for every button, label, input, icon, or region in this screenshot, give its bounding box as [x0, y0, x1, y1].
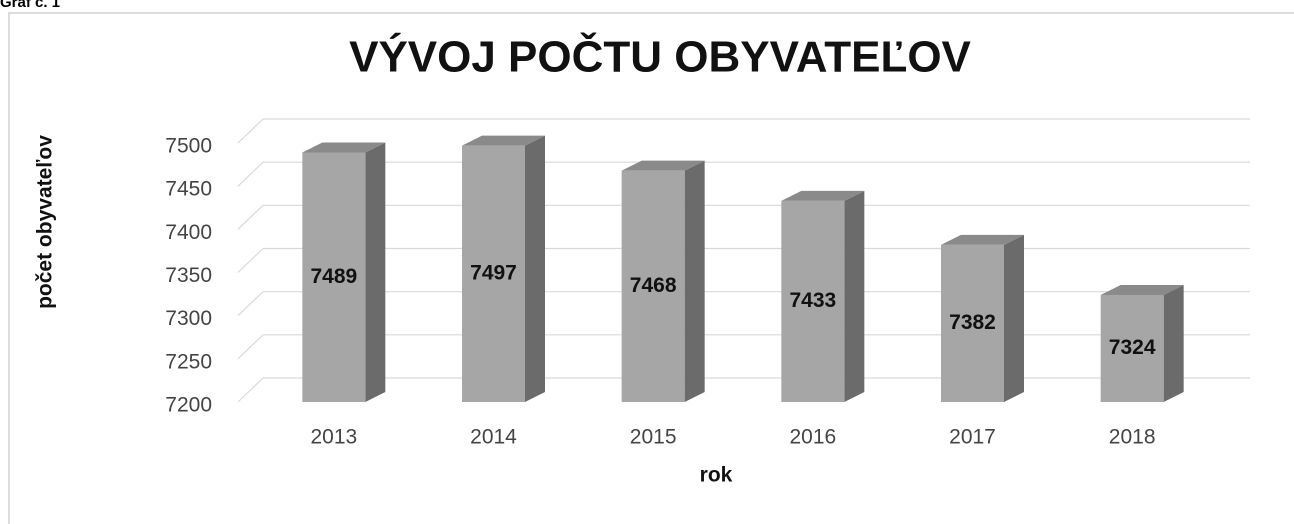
chart-title: VÝVOJ POČTU OBYVATEĽOV [349, 31, 971, 82]
bar [781, 200, 845, 402]
grid-line-side [237, 377, 264, 403]
bar-side [1163, 284, 1184, 402]
y-tick-label: 7450 [165, 178, 212, 201]
grid-line-side [237, 118, 264, 144]
x-tick-label: 2015 [630, 426, 677, 449]
bar-top [1100, 284, 1184, 295]
bar [1100, 294, 1164, 402]
caption: Graf č. 1 [0, 0, 60, 11]
bar-side [684, 160, 705, 402]
y-tick-label: 7200 [165, 394, 212, 417]
bar-top [941, 234, 1024, 245]
y-tick-label: 7250 [165, 350, 212, 373]
grid-line-side [237, 204, 264, 230]
bar [941, 244, 1004, 402]
y-tick-label: 7350 [165, 264, 212, 287]
x-tick-label: 2014 [470, 426, 517, 449]
x-tick-label: 2018 [1109, 426, 1156, 449]
bar [621, 170, 685, 402]
y-tick-label: 7400 [165, 221, 212, 244]
grid-line-side [237, 248, 264, 273]
bar [462, 145, 525, 402]
value-label: 7433 [789, 289, 836, 312]
value-label: 7324 [1109, 336, 1156, 359]
value-label: 7489 [310, 265, 357, 288]
bar-top [462, 135, 545, 146]
bar-top [302, 142, 386, 153]
bar [302, 152, 366, 402]
bar-top [781, 190, 865, 201]
value-label: 7468 [630, 274, 677, 297]
y-axis-title: počet obyvateľov [34, 135, 57, 309]
grid-line-side [237, 334, 264, 360]
bar-side [844, 190, 865, 402]
y-tick-label: 7300 [165, 307, 212, 330]
x-tick-label: 2016 [789, 426, 836, 449]
bar-side [525, 135, 545, 402]
bar-top [621, 160, 705, 171]
bar-side [1004, 234, 1024, 402]
x-tick-label: 2013 [310, 426, 357, 449]
grid-line-side [237, 161, 264, 187]
grid-line-side [237, 291, 264, 317]
y-tick-label: 7500 [165, 135, 212, 158]
bar-side [365, 142, 386, 402]
value-label: 7382 [949, 311, 996, 334]
value-label: 7497 [470, 261, 517, 284]
x-axis-title: rok [700, 464, 733, 487]
x-tick-label: 2017 [949, 426, 996, 449]
